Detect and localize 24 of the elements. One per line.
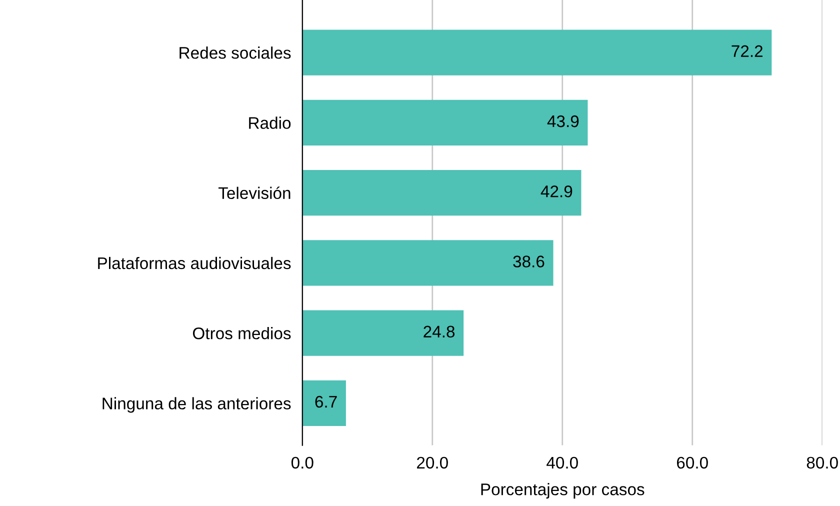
y-tick-label: Plataformas audiovisuales [98,256,291,270]
x-tick-label: 80.0 [806,456,838,469]
bar [302,30,772,76]
data-label: 42.9 [540,186,572,198]
data-label: 6.7 [315,396,337,408]
x-axis-title: Porcentajes por casos [481,483,644,499]
x-tick-label: 20.0 [417,456,448,469]
x-tick-label: 40.0 [546,456,578,469]
bar [302,240,554,286]
y-tick-label: Radio [249,116,291,129]
x-tick-label: 0.0 [291,456,314,469]
bar [302,380,346,426]
y-tick-label: Otros medios [192,327,291,340]
data-label: 72.2 [732,45,762,57]
bar [302,310,464,356]
y-tick-label: Redes sociales [180,46,291,59]
data-label: 24.8 [424,326,455,338]
y-tick-label: Ninguna de las anteriores [102,397,291,413]
bar [302,170,582,216]
bar [302,100,588,146]
y-tick-label: Televisión [218,186,290,200]
data-label: 38.6 [513,256,544,268]
data-label: 43.9 [547,115,579,128]
x-tick-label: 60.0 [677,456,708,469]
